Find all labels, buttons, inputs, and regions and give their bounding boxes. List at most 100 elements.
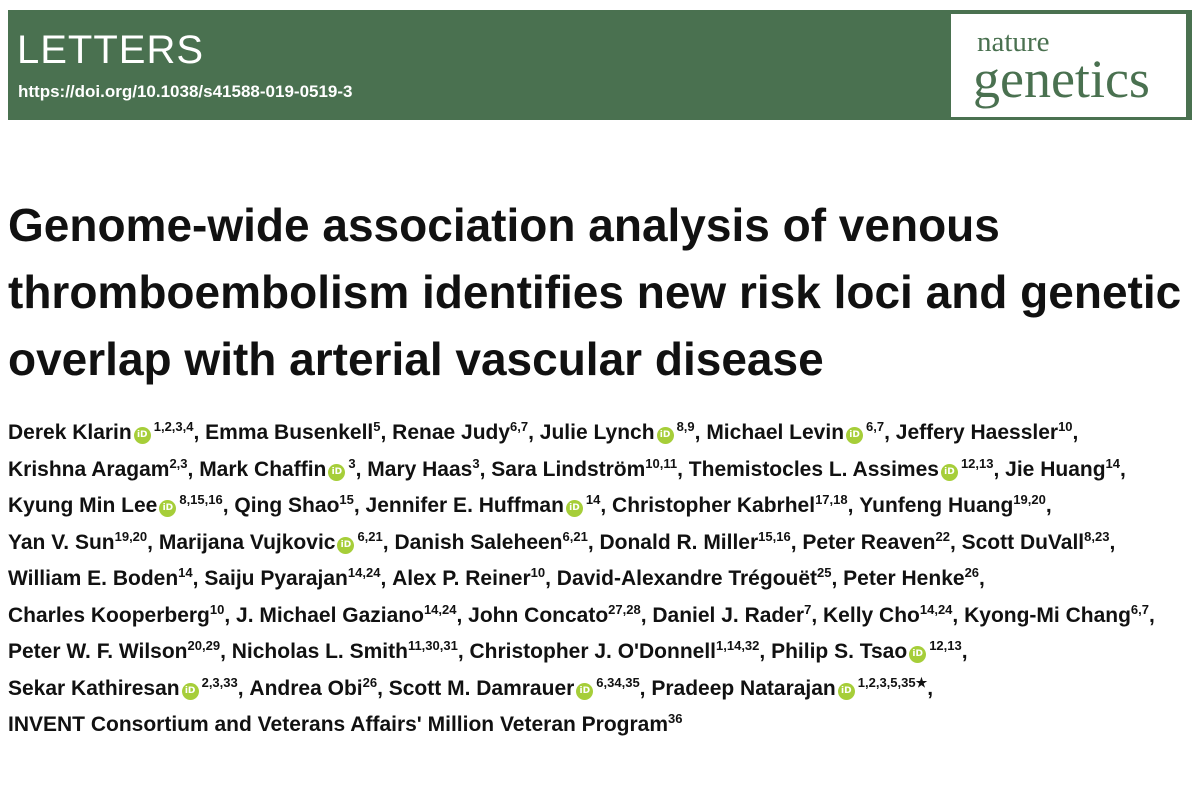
author-separator: , — [456, 603, 469, 627]
author-separator: , — [192, 567, 205, 590]
orcid-icon[interactable]: iD — [159, 500, 177, 517]
author-name[interactable]: David-Alexandre Trégouët — [556, 567, 818, 590]
author-name[interactable]: Alex P. Reiner — [392, 567, 531, 590]
affiliation-superscript: 15,16 — [758, 528, 791, 544]
author-name[interactable]: Donald R. Miller — [599, 530, 759, 554]
affiliation-superscript: 10 — [530, 565, 546, 580]
author-name[interactable]: Christopher J. O'Donnell — [469, 640, 717, 663]
author-entry: Themistocles L. Assimes iD12,13, — [688, 455, 1005, 481]
author-name[interactable]: Andrea Obi — [249, 676, 363, 700]
author-name[interactable]: J. Michael Gaziano — [236, 603, 424, 627]
author-name[interactable]: Derek Klarin — [8, 421, 132, 444]
author-entry: Jie Huang14, — [1005, 457, 1126, 481]
author-name[interactable]: Peter Henke — [843, 567, 965, 590]
author-name[interactable]: Yunfeng Huang — [859, 494, 1014, 517]
orcid-icon[interactable]: iD — [328, 463, 346, 481]
author-name[interactable]: Marijana Vujkovic — [158, 530, 336, 554]
affiliation-superscript: 10,11 — [645, 455, 678, 471]
orcid-icon[interactable]: iD — [837, 682, 855, 700]
author-separator: , — [187, 457, 200, 481]
orcid-icon[interactable]: iD — [133, 427, 151, 444]
author-entry: Pradeep Natarajan iD1,2,3,5,35★, — [651, 674, 934, 700]
author-separator: , — [1109, 530, 1116, 554]
journal-logo — [951, 14, 1186, 117]
orcid-icon[interactable]: iD — [337, 536, 355, 554]
author-name[interactable]: Yan V. Sun — [8, 530, 115, 554]
author-separator: , — [927, 676, 934, 700]
author-name[interactable]: Emma Busenkell — [205, 421, 374, 444]
affiliation-superscript: 1,2,3,5,35★ — [857, 674, 928, 690]
author-name[interactable]: Sara Lindström — [491, 457, 646, 481]
author-entry: Daniel J. Rader7, — [652, 603, 823, 627]
orcid-icon[interactable]: iD — [565, 500, 583, 517]
author-name[interactable]: Scott DuVall — [961, 530, 1085, 554]
affiliation-superscript: 3 — [472, 455, 480, 471]
author-entry: Julie Lynch iD8,9, — [539, 420, 707, 444]
author-name[interactable]: Jeffery Haessler — [895, 421, 1059, 444]
affiliation-superscript: 6,7 — [1130, 601, 1149, 617]
author-separator: , — [694, 421, 707, 444]
author-separator: , — [220, 640, 232, 663]
author-name[interactable]: Jie Huang — [1005, 457, 1106, 481]
affiliation-superscript: 6,34,35 — [596, 674, 640, 690]
author-name[interactable]: Peter W. F. Wilson — [8, 640, 188, 663]
author-name[interactable]: Julie Lynch — [539, 421, 655, 444]
author-name[interactable]: Themistocles L. Assimes — [688, 457, 939, 481]
author-name[interactable]: Saiju Pyarajan — [204, 567, 348, 590]
author-entry: Emma Busenkell5, — [205, 420, 392, 444]
orcid-icon[interactable]: iD — [940, 463, 958, 481]
author-entry: Peter W. F. Wilson20,29, — [8, 639, 232, 663]
author-name[interactable]: INVENT Consortium and Veterans Affairs' … — [8, 713, 669, 736]
author-entry: Alex P. Reiner10, — [392, 565, 557, 590]
affiliation-superscript: 14,24 — [423, 601, 457, 617]
author-name[interactable]: Christopher Kabrhel — [612, 494, 816, 517]
orcid-icon[interactable]: iD — [846, 427, 864, 444]
author-name[interactable]: Kyong-Mi Chang — [964, 603, 1131, 627]
affiliation-superscript: 15 — [339, 492, 354, 507]
author-name[interactable]: Scott M. Damrauer — [388, 676, 575, 700]
author-name[interactable]: Peter Reaven — [802, 530, 936, 554]
author-name[interactable]: Mark Chaffin — [199, 457, 327, 481]
author-name[interactable]: John Concato — [468, 603, 609, 627]
author-name[interactable]: Pradeep Natarajan — [651, 676, 836, 700]
orcid-icon[interactable]: iD — [576, 682, 594, 700]
author-name[interactable]: William E. Boden — [8, 567, 179, 590]
author-name[interactable]: Krishna Aragam — [8, 457, 170, 481]
author-entry: John Concato27,28, — [468, 603, 652, 627]
author-entry: Krishna Aragam2,3, — [8, 457, 200, 481]
author-name[interactable]: Renae Judy — [392, 421, 511, 444]
author-name[interactable]: Kyung Min Lee — [8, 494, 158, 517]
author-entry: Philip S. Tsao iD12,13, — [771, 639, 968, 663]
author-name[interactable]: Philip S. Tsao — [771, 640, 908, 663]
author-entry: Mary Haas3, — [367, 455, 491, 481]
author-name[interactable]: Qing Shao — [234, 494, 340, 517]
orcid-icon[interactable]: iD — [909, 646, 927, 663]
affiliation-superscript: 14,24 — [919, 601, 953, 617]
author-entry: William E. Boden14, — [8, 565, 205, 590]
author-name[interactable]: Daniel J. Rader — [652, 603, 805, 627]
author-name[interactable]: Charles Kooperberg — [8, 603, 210, 627]
author-entry: Scott DuVall8,23, — [961, 528, 1116, 554]
author-name[interactable]: Danish Saleheen — [394, 530, 563, 554]
author-name[interactable]: Nicholas L. Smith — [231, 640, 408, 663]
author-separator: , — [759, 640, 772, 663]
orcid-icon[interactable]: iD — [181, 682, 199, 700]
affiliation-superscript: 14 — [178, 565, 193, 580]
author-entry: Andrea Obi26, — [249, 676, 388, 700]
author-entry: Yan V. Sun19,20, — [8, 530, 159, 554]
author-name[interactable]: Kelly Cho — [823, 603, 920, 627]
orcid-icon[interactable]: iD — [656, 427, 674, 444]
author-name[interactable]: Mary Haas — [367, 457, 473, 481]
author-name[interactable]: Sekar Kathiresan — [8, 676, 180, 700]
affiliation-superscript: 22 — [935, 528, 950, 544]
affiliation-superscript: 1,2,3,4 — [153, 419, 194, 434]
doi-link[interactable]: https://doi.org/10.1038/s41588-019-0519-… — [18, 82, 353, 101]
author-name[interactable]: Michael Levin — [706, 421, 845, 444]
affiliation-superscript: 12,13 — [960, 455, 994, 471]
affiliation-superscript: 17,18 — [815, 492, 848, 507]
author-separator: , — [677, 457, 689, 481]
affiliation-superscript: 8,23 — [1084, 528, 1110, 544]
affiliation-superscript: 3 — [348, 455, 356, 471]
author-separator: , — [457, 640, 470, 663]
author-name[interactable]: Jennifer E. Huffman — [365, 494, 564, 517]
